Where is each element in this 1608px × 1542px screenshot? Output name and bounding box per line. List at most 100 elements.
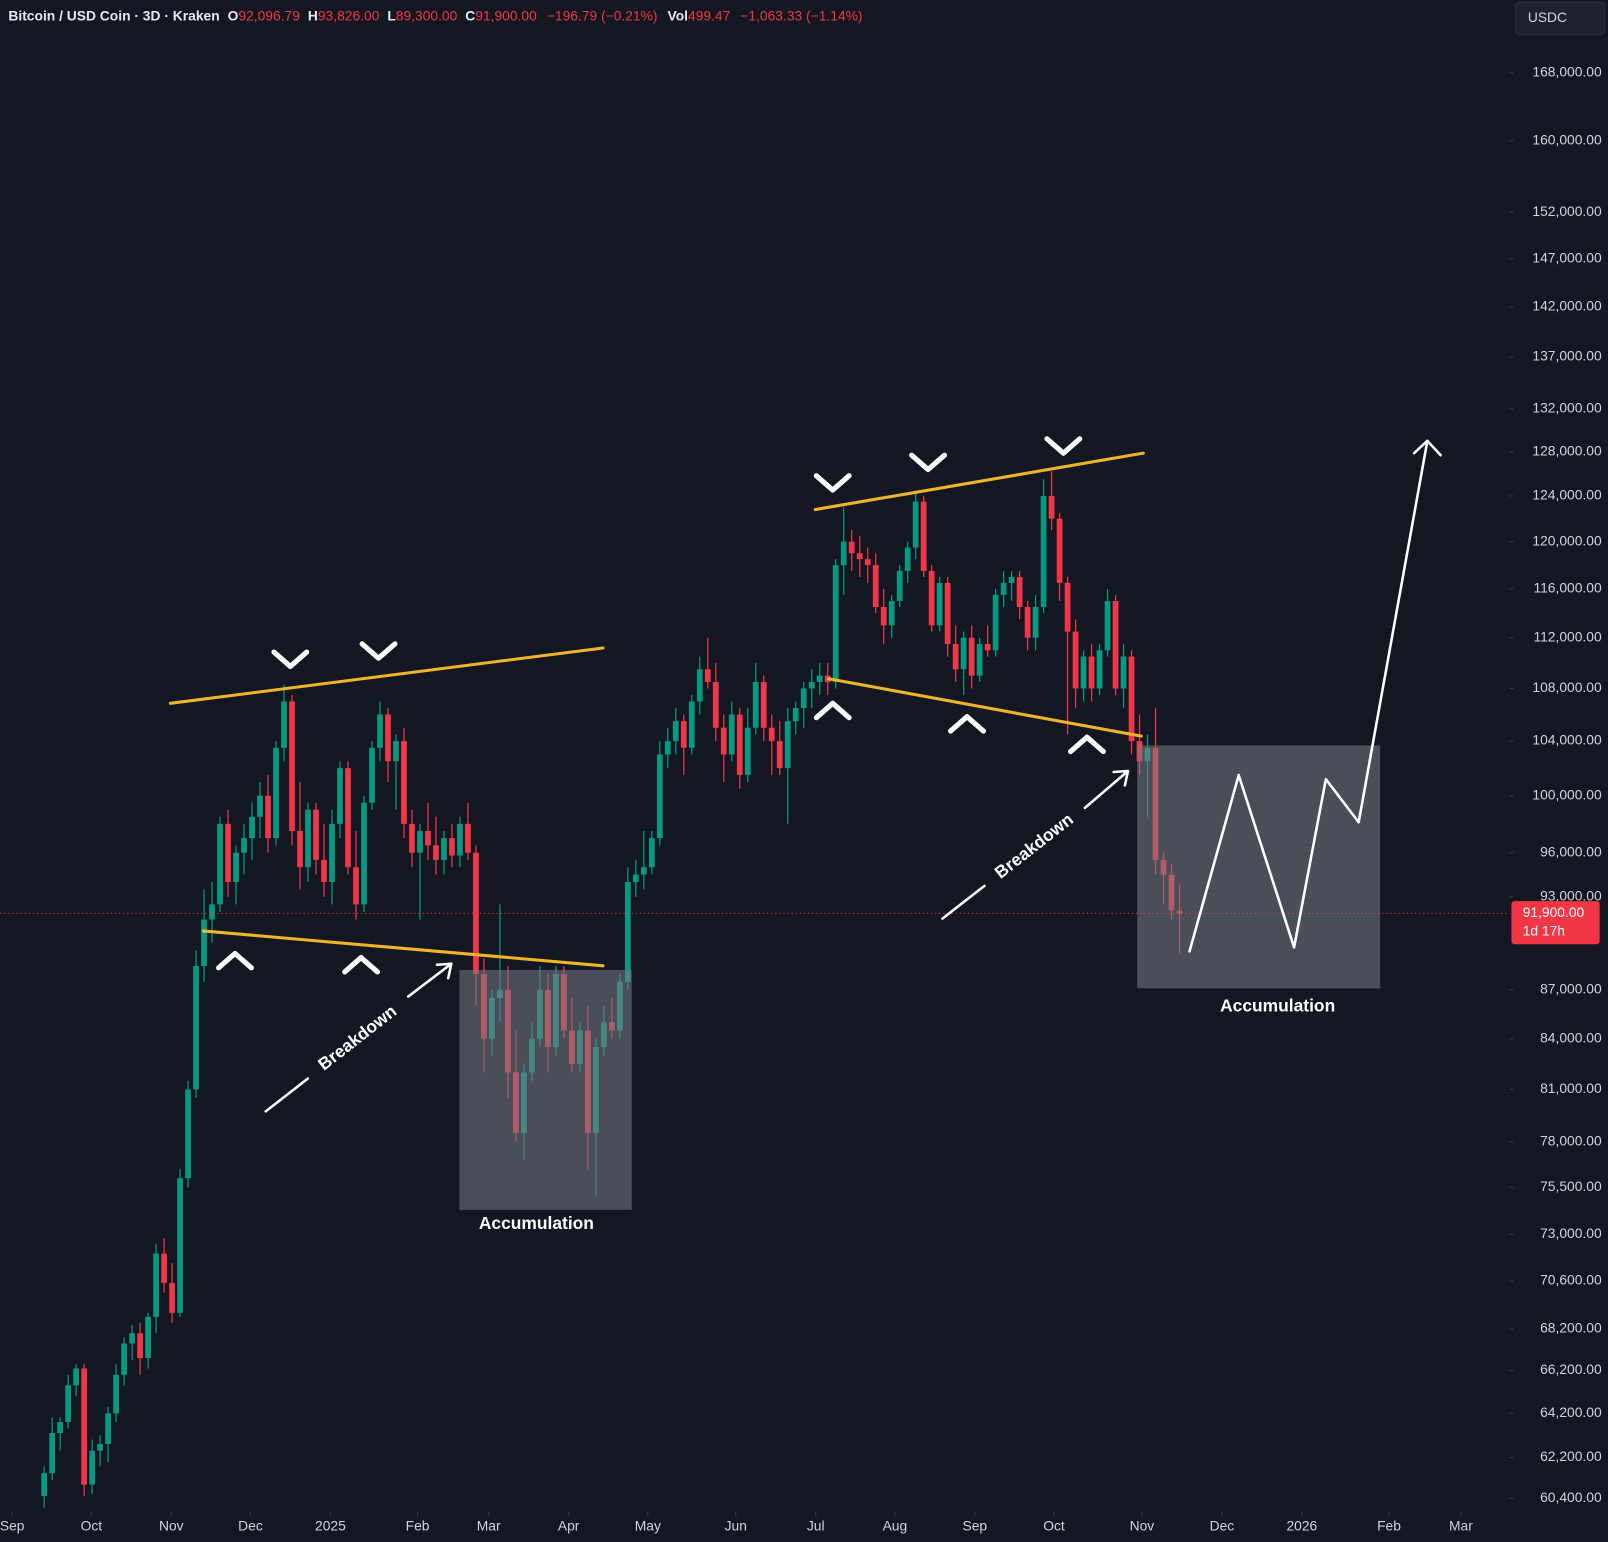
candle-body [329,823,335,882]
candle-body [880,607,887,626]
y-tick-label: 70,600.00 [1540,1272,1602,1288]
y-tick-label: 147,000.00 [1532,249,1602,265]
trend-line [813,451,1145,512]
ohlc-value: 91,900.00 [475,7,537,23]
candle-body [145,1316,151,1358]
arrow-head [435,962,453,980]
candle-body [297,831,303,868]
candle-body [976,644,983,676]
candle-body [345,768,351,868]
x-tick-label: Oct [1043,1517,1065,1533]
x-tick-label: Sep [963,1517,988,1533]
x-tick-label: Dec [1210,1517,1235,1533]
x-tick-label: May [635,1517,661,1533]
candle-body [752,682,759,728]
candle-body [736,714,743,775]
candle-body [257,795,263,817]
y-tick-label: 66,200.00 [1540,1361,1602,1377]
candle-body [984,644,991,651]
candle-body [1016,576,1023,608]
candle-body [377,714,383,748]
candle-body [241,838,247,853]
candle-body [1040,495,1047,608]
candle-body [712,682,719,728]
candle-body [760,682,767,728]
currency-button[interactable] [1515,1,1606,36]
volume-value: 499.47 [688,7,730,23]
y-tick-label: 160,000.00 [1532,131,1602,147]
candle-body [704,669,711,683]
candle-body [465,823,471,853]
candle-body [944,582,951,645]
candle-body [201,919,207,966]
candle-body [888,600,895,626]
x-tick-label: Apr [558,1517,580,1533]
x-tick-label: Sep [0,1517,25,1533]
candle-body [1024,607,1031,638]
candle-body [321,859,327,882]
ohlc-label: O [228,7,239,23]
candle-body [784,721,791,769]
x-tick-label: Feb [406,1517,430,1533]
y-tick-label: 108,000.00 [1532,679,1602,695]
candle-body [728,714,735,755]
candle-body [233,852,239,882]
accumulation-box [1137,745,1381,989]
candle-body [1032,607,1039,638]
chevron-up [216,950,254,971]
arrow-line [941,884,986,920]
chevron-up [948,714,986,734]
candle-body [1112,600,1119,689]
candle-body [1048,495,1055,519]
candle-body [1128,656,1135,742]
trend-line [201,929,605,968]
candle-body [912,501,919,548]
annotation-label: Accumulation [1220,995,1335,1015]
y-tick-label: 124,000.00 [1532,487,1602,503]
candle-body [217,823,223,905]
x-tick-label: Nov [159,1517,184,1533]
candle-body [81,1368,88,1485]
drawings: Breakdown Breakdown Accumulation Accumul… [168,436,1442,1233]
currency-label[interactable]: USDC [1528,9,1567,25]
candle-body [896,570,903,601]
candle-body [177,1178,183,1313]
candle-body [816,675,823,683]
candle-body [936,582,943,626]
candle-body [664,741,671,755]
candle-body [1008,576,1015,583]
x-tick-label: Aug [883,1517,908,1533]
candle-body [968,637,975,676]
x-tick-label: Dec [238,1517,263,1533]
y-tick-label: 75,500.00 [1540,1178,1602,1194]
candle-body [57,1422,64,1433]
candle-body [361,802,367,905]
chevron-down [271,649,310,669]
candle-body [305,809,311,868]
candle-body [441,838,447,860]
annotation-label: Accumulation [479,1213,594,1233]
candle-body [1064,582,1071,632]
ohlc-label: C [465,7,475,23]
y-tick-label: 84,000.00 [1540,1029,1602,1045]
projection-path [1188,439,1429,953]
candle-body [688,701,695,748]
y-tick-label: 142,000.00 [1532,298,1602,314]
candle-body [73,1368,80,1386]
countdown-label: 1d 17h [1523,923,1565,939]
chevron-up [342,955,381,975]
candle-body [433,845,439,860]
candle-body [153,1253,159,1317]
candle-body [1000,582,1007,595]
x-tick-label: Jun [725,1517,747,1533]
y-tick-label: 93,000.00 [1540,888,1602,904]
candle-body [768,727,775,742]
candle-body [696,669,703,702]
y-tick-label: 64,200.00 [1540,1404,1602,1420]
candle-body [640,867,647,875]
accumulation-box [459,969,632,1210]
candle-body [129,1333,135,1344]
x-tick-label: Nov [1130,1517,1155,1533]
arrow-line [406,962,453,998]
